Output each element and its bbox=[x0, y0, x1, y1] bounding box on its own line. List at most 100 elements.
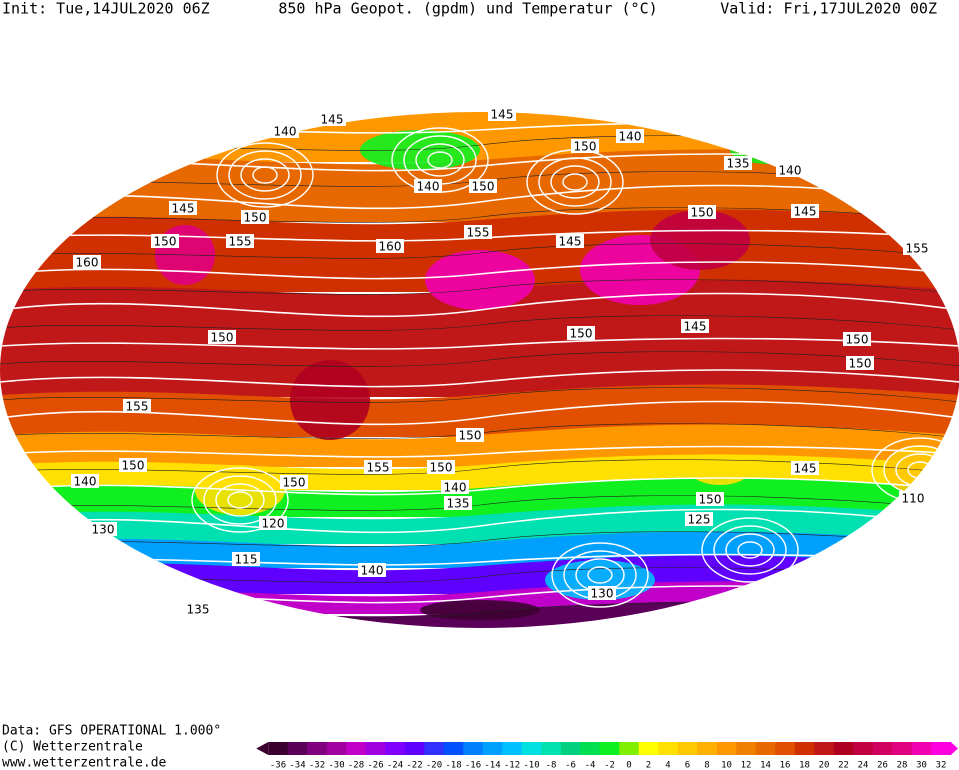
colorbar-label: 18 bbox=[799, 761, 810, 770]
label-box bbox=[358, 563, 386, 577]
colorbar-swatch bbox=[638, 742, 659, 755]
geopotential-contour bbox=[203, 475, 277, 525]
label-box bbox=[441, 480, 469, 494]
contour-label: 140 bbox=[417, 180, 440, 194]
geopotential-contour bbox=[216, 142, 314, 208]
label-box bbox=[681, 319, 709, 333]
label-box bbox=[846, 356, 874, 370]
label-box bbox=[318, 112, 346, 126]
label-box bbox=[688, 205, 716, 219]
label-box bbox=[567, 326, 595, 340]
colorbar-swatch bbox=[502, 742, 523, 755]
colorbar-swatch bbox=[385, 742, 406, 755]
contour-label: 140 bbox=[779, 164, 802, 178]
label-box bbox=[169, 201, 197, 215]
colorbar-label: 0 bbox=[626, 761, 631, 770]
contour-label: 150 bbox=[574, 140, 597, 154]
contour-label: 145 bbox=[794, 205, 817, 219]
label-box bbox=[414, 179, 442, 193]
label-box bbox=[119, 458, 147, 472]
colorbar-label: 4 bbox=[665, 761, 670, 770]
label-box bbox=[184, 602, 212, 616]
contour-label: 150 bbox=[244, 211, 267, 225]
geopotential-contour bbox=[550, 165, 600, 199]
colorbar-swatch bbox=[677, 742, 698, 755]
label-box bbox=[241, 210, 269, 224]
colorbar-swatch bbox=[560, 742, 581, 755]
geopotential-contour bbox=[0, 508, 959, 534]
colorbar-label: -2 bbox=[604, 761, 615, 770]
contour-label: 150 bbox=[570, 327, 593, 341]
colorbar-swatch bbox=[697, 742, 718, 755]
label-box bbox=[123, 399, 151, 413]
contour-labels: 145 145 150 140 140 150 145 140 135 140 145 150 155 1… bbox=[71, 107, 931, 617]
colorbar-swatch bbox=[911, 742, 932, 755]
geopotential-contour bbox=[538, 157, 612, 207]
contour-label: 160 bbox=[379, 240, 402, 254]
contour-label: 145 bbox=[491, 108, 514, 122]
colorbar-swatch bbox=[521, 742, 542, 755]
contour-label: 145 bbox=[172, 202, 195, 216]
colorbar-swatch bbox=[599, 742, 620, 755]
colorbar-label: 20 bbox=[819, 761, 830, 770]
temperature-contour bbox=[0, 351, 959, 367]
contour-label: 140 bbox=[619, 130, 642, 144]
contour-label: 155 bbox=[367, 461, 390, 475]
colorbar-swatch bbox=[541, 742, 562, 755]
colorbar-label: 22 bbox=[838, 761, 849, 770]
temperature-area bbox=[290, 360, 370, 440]
colorbar-label: -10 bbox=[523, 761, 539, 770]
geopotential-contour bbox=[415, 143, 465, 177]
label-box bbox=[259, 516, 287, 530]
contour-label: 135 bbox=[187, 603, 210, 617]
copyright: (C) Wetterzentrale bbox=[2, 740, 143, 755]
colorbar: -36 -34 -32 -30 -28 -26 -24 -22 -20 -18 -16 -14 -12-… bbox=[256, 742, 958, 770]
init-time: Init: Tue,14JUL2020 06Z bbox=[2, 0, 210, 18]
geopotential-contour bbox=[701, 517, 799, 583]
label-box bbox=[685, 512, 713, 526]
label-box bbox=[151, 234, 179, 248]
colorbar-label: -14 bbox=[484, 761, 500, 770]
colorbar-label: -34 bbox=[289, 761, 305, 770]
colorbar-swatch bbox=[736, 742, 757, 755]
colorbar-label: 14 bbox=[760, 761, 771, 770]
colorbar-arrow-low bbox=[256, 742, 269, 755]
map-title: 850 hPa Geopot. (gpdm) und Temperatur (°… bbox=[278, 0, 657, 18]
label-box bbox=[280, 475, 308, 489]
label-box bbox=[427, 460, 455, 474]
label-box bbox=[488, 107, 516, 121]
geopotential-contour bbox=[228, 150, 302, 200]
contour-label: 155 bbox=[229, 235, 252, 249]
colorbar-label: 28 bbox=[897, 761, 908, 770]
label-box bbox=[89, 522, 117, 536]
colorbar-swatch bbox=[346, 742, 367, 755]
geopotential-contour bbox=[562, 173, 588, 191]
colorbar-label: 32 bbox=[936, 761, 947, 770]
colorbar-swatch bbox=[404, 742, 425, 755]
colorbar-arrow-high bbox=[950, 742, 958, 755]
colorbar-label: -30 bbox=[328, 761, 344, 770]
colorbar-swatch bbox=[482, 742, 503, 755]
geopotential-contour bbox=[0, 292, 959, 318]
geopotential-contour bbox=[0, 337, 959, 350]
colorbar-label: 24 bbox=[858, 761, 869, 770]
geopotential-contour bbox=[0, 261, 959, 280]
colorbar-label: 12 bbox=[741, 761, 752, 770]
colorbar-swatch bbox=[619, 742, 640, 755]
geopotential-contour bbox=[215, 483, 265, 517]
label-box bbox=[903, 241, 931, 255]
colorbar-label: 10 bbox=[721, 761, 732, 770]
temperature-area bbox=[425, 250, 535, 310]
contour-label: 150 bbox=[430, 461, 453, 475]
geopotential-contour bbox=[0, 369, 959, 388]
contour-label: 140 bbox=[361, 564, 384, 578]
label-box bbox=[469, 179, 497, 193]
label-box bbox=[364, 460, 392, 474]
colorbar-label: -4 bbox=[585, 761, 596, 770]
contour-label: 115 bbox=[235, 553, 258, 567]
geopotential-contour bbox=[252, 166, 278, 184]
contour-label: 150 bbox=[211, 331, 234, 345]
colorbar-swatch bbox=[287, 742, 308, 755]
colorbar-swatch bbox=[794, 742, 815, 755]
contour-label: 145 bbox=[684, 320, 707, 334]
